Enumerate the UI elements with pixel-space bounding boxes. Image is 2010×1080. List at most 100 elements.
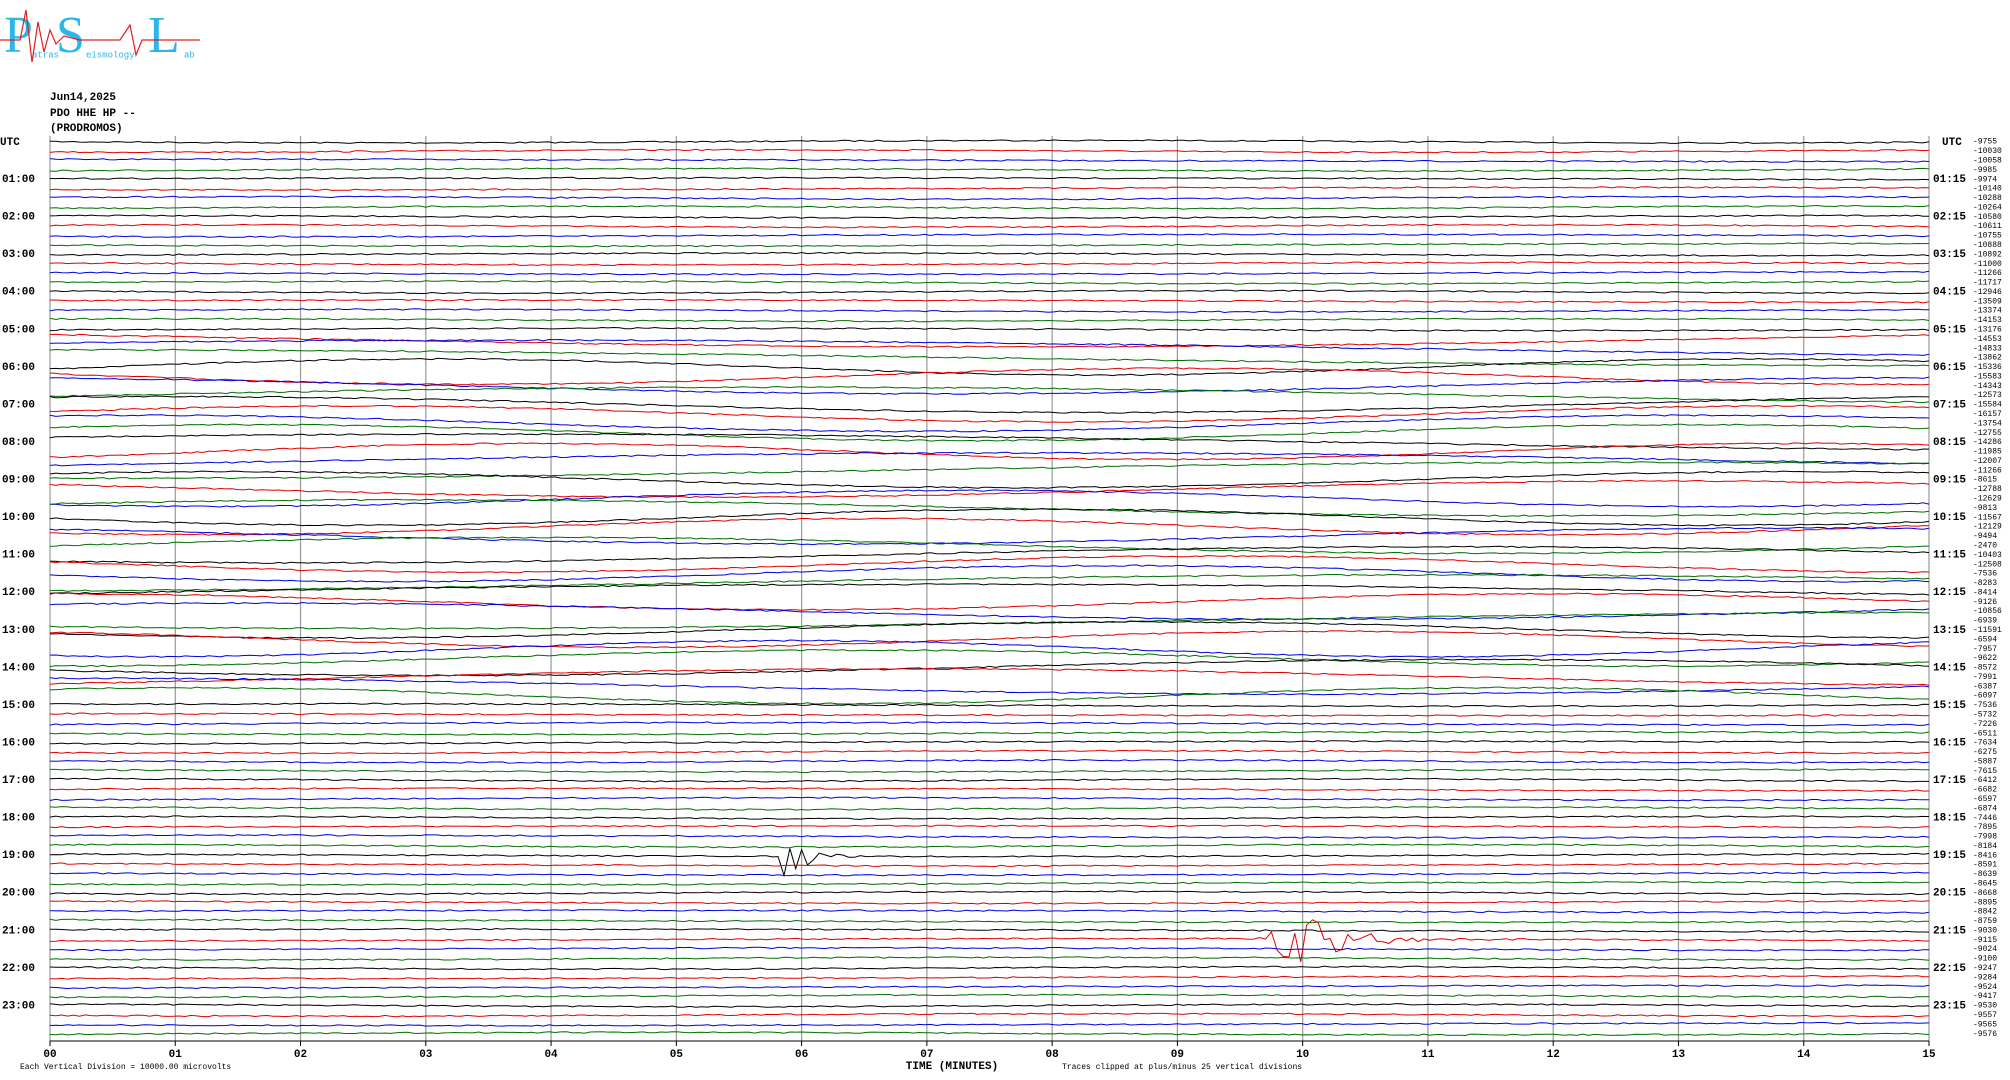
trace <box>49 326 1930 332</box>
station: PDO HHE HP -- <box>50 108 136 120</box>
trace-offset: -6412 <box>1973 776 1997 785</box>
trace <box>49 461 1930 480</box>
trace <box>49 526 1930 546</box>
trace <box>49 834 1930 839</box>
trace <box>49 348 1930 367</box>
trace-offset: -12946 <box>1973 288 2002 297</box>
trace-offset: -10403 <box>1973 551 2002 560</box>
trace <box>49 956 1930 961</box>
date: Jun14,2025 <box>50 92 116 104</box>
trace-offset: -10856 <box>1973 607 2002 616</box>
hour-label: 02:00 <box>2 212 35 224</box>
traces <box>49 139 1930 1037</box>
trace <box>49 862 1930 868</box>
logo-text: ab <box>184 50 195 60</box>
hour-label: 17:15 <box>1933 775 1966 787</box>
trace <box>50 768 1930 773</box>
x-tick-label: 11 <box>1421 1049 1435 1061</box>
trace-offset: -9576 <box>1973 1030 1997 1039</box>
trace <box>49 223 1930 229</box>
trace <box>49 308 1929 314</box>
logo-p: P <box>4 7 33 64</box>
trace-offset: -7895 <box>1973 823 1997 832</box>
trace-offset: -6387 <box>1973 682 1997 691</box>
hour-label: 16:00 <box>2 737 35 749</box>
trace <box>49 470 1930 489</box>
trace-offset: -6097 <box>1973 692 1997 701</box>
trace-offset: -10288 <box>1973 194 2002 203</box>
hour-label: 21:00 <box>2 925 35 937</box>
trace-offset: -10755 <box>1973 232 2002 241</box>
trace <box>49 1021 1930 1027</box>
logo-wave <box>0 9 200 63</box>
trace-offset: -9024 <box>1973 945 1997 954</box>
trace-offset: -8842 <box>1973 908 1997 917</box>
trace <box>49 573 1930 592</box>
trace-offset: -12007 <box>1973 457 2002 466</box>
trace <box>49 848 1930 878</box>
trace-offset: -12788 <box>1973 485 2002 494</box>
trace-offset: -8668 <box>1973 889 1997 898</box>
trace-offset: -12508 <box>1973 560 2002 569</box>
x-axis-title: TIME (MINUTES) <box>906 1061 998 1073</box>
trace-offset: -7957 <box>1973 645 1997 654</box>
trace-offset: -6511 <box>1973 729 1997 738</box>
trace-offset: -10580 <box>1973 213 2002 222</box>
hour-label: 05:15 <box>1933 324 1966 336</box>
x-tick-label: 13 <box>1672 1049 1686 1061</box>
x-tick-label: 12 <box>1547 1049 1560 1061</box>
trace <box>49 338 1930 356</box>
trace-offset: -2470 <box>1973 541 1997 550</box>
trace <box>49 796 1930 802</box>
trace <box>49 242 1930 248</box>
trace <box>49 214 1929 220</box>
hour-label: 21:15 <box>1933 925 1966 937</box>
trace <box>49 414 1930 433</box>
trace-offset: -9100 <box>1973 955 1997 964</box>
trace <box>49 583 1930 596</box>
hour-label: 13:00 <box>2 625 35 637</box>
hour-label: 05:00 <box>2 324 35 336</box>
trace <box>49 195 1930 201</box>
trace <box>49 712 1930 717</box>
trace-offset: -9985 <box>1973 166 1997 175</box>
hour-label: 18:00 <box>2 813 35 825</box>
trace <box>49 592 1930 611</box>
trace <box>49 357 1930 377</box>
trace-offset: -6874 <box>1973 804 1997 813</box>
trace <box>49 630 1929 649</box>
trace-offset: -7634 <box>1973 739 1997 748</box>
trace <box>49 890 1930 896</box>
trace <box>49 139 1930 144</box>
trace <box>50 927 1930 933</box>
x-tick-label: 03 <box>419 1049 433 1061</box>
hour-label: 19:15 <box>1933 850 1966 862</box>
trace <box>49 298 1930 304</box>
left-axis-title: UTC <box>0 137 20 149</box>
trace <box>49 702 1930 708</box>
x-tick-label: 02 <box>294 1049 307 1061</box>
trace-offset: -9126 <box>1973 598 1997 607</box>
hour-label: 14:15 <box>1933 662 1966 674</box>
x-tick-label: 15 <box>1922 1049 1936 1061</box>
trace <box>50 946 1929 952</box>
trace <box>49 918 1930 924</box>
hour-label: 09:00 <box>2 475 35 487</box>
trace-offset: -5732 <box>1973 710 1997 719</box>
trace <box>49 176 1930 181</box>
logo-text: atras <box>32 50 59 60</box>
hour-label: 10:00 <box>2 512 35 524</box>
trace <box>49 167 1930 173</box>
trace <box>49 333 1930 348</box>
trace-offset: -10030 <box>1973 147 2002 156</box>
trace-offset: -7536 <box>1973 570 1997 579</box>
trace <box>49 1003 1930 1008</box>
trace <box>49 489 1930 508</box>
trace-offset: -10264 <box>1973 203 2002 212</box>
hour-label: 06:15 <box>1933 362 1966 374</box>
trace-offset: -8759 <box>1973 917 1997 926</box>
trace <box>49 777 1929 783</box>
hour-label: 04:15 <box>1933 287 1966 299</box>
trace-offset: -10140 <box>1973 185 2002 194</box>
